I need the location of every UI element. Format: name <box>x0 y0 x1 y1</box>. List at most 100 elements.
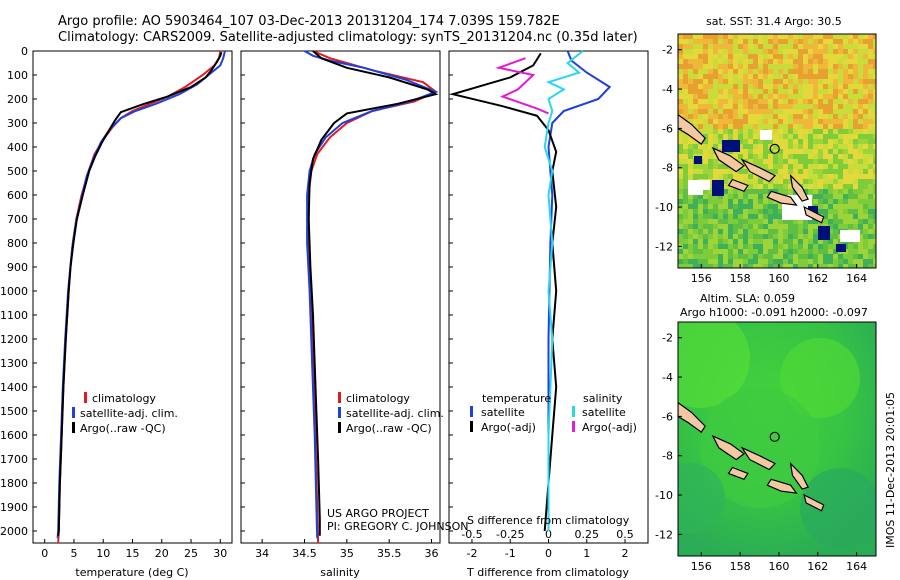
sst-cell <box>853 189 858 194</box>
sst-cell <box>773 44 778 49</box>
series-s-argo-adj- <box>495 57 549 115</box>
sst-cell <box>778 79 783 84</box>
legend-swatch-climatology <box>338 392 341 403</box>
sst-cell <box>818 74 823 79</box>
sst-cell <box>693 199 698 204</box>
sst-cell <box>828 209 833 214</box>
sst-cell <box>698 119 703 124</box>
sst-cell <box>763 204 768 209</box>
sst-cell <box>713 234 718 239</box>
sst-cell <box>693 194 698 199</box>
sst-cell <box>838 159 843 164</box>
sst-cell <box>713 54 718 59</box>
sst-cell <box>688 219 693 224</box>
sst-cell <box>843 114 848 119</box>
sst-cell <box>688 224 693 229</box>
sst-cell <box>868 254 873 259</box>
sst-cell <box>768 139 773 144</box>
sst-cell <box>738 39 743 44</box>
sst-cell <box>698 44 703 49</box>
depth-tick-label: 800 <box>7 237 28 250</box>
sst-cell <box>793 49 798 54</box>
sst-cell <box>868 214 873 219</box>
sst-cell <box>873 74 876 79</box>
sla-map: 156 158 160 162 164-2-4-6-8-10-12 <box>655 321 877 573</box>
sst-cell <box>803 69 808 74</box>
sst-cell <box>783 139 788 144</box>
sst-cell <box>783 39 788 44</box>
sst-cell <box>723 124 728 129</box>
sst-cell <box>788 154 793 159</box>
sst-cell <box>703 259 708 264</box>
sst-cell <box>833 189 838 194</box>
sst-cell <box>748 184 753 189</box>
sst-cell <box>778 154 783 159</box>
sst-cell <box>753 189 758 194</box>
sst-cell <box>733 249 738 254</box>
sst-cell <box>713 109 718 114</box>
sst-cell <box>868 89 873 94</box>
sst-cell <box>773 244 778 249</box>
sst-cell <box>728 249 733 254</box>
sst-cell <box>698 249 703 254</box>
island <box>678 401 706 433</box>
sst-cell <box>743 109 748 114</box>
sst-cell <box>773 139 778 144</box>
sst-cell <box>728 74 733 79</box>
legend-swatch-satellite <box>338 407 341 418</box>
sst-cell <box>808 119 813 124</box>
sst-cell <box>873 194 876 199</box>
sst-cell <box>778 89 783 94</box>
sst-cell <box>873 89 876 94</box>
sst-cell <box>738 179 743 184</box>
sst-cell <box>823 154 828 159</box>
sst-cell <box>798 74 803 79</box>
sst-cell <box>738 194 743 199</box>
sst-cell <box>868 259 873 264</box>
sst-cell <box>853 199 858 204</box>
sst-cell <box>738 254 743 259</box>
sst-cell <box>798 99 803 104</box>
sst-cell <box>678 144 683 149</box>
salinity-legend: climatology satellite-adj. clim. Argo(..… <box>338 392 444 435</box>
sst-cell <box>823 144 828 149</box>
sst-cell <box>853 244 858 249</box>
sst-cell <box>863 119 868 124</box>
sst-cell <box>753 209 758 214</box>
sst-cell <box>818 164 823 169</box>
sst-cell <box>818 39 823 44</box>
sst-cell <box>813 149 818 154</box>
sst-cell <box>678 49 683 54</box>
sst-cell <box>688 249 693 254</box>
sst-cell <box>703 254 708 259</box>
sst-cell <box>793 59 798 64</box>
sst-cell <box>718 59 723 64</box>
x-tick-label: 35.5 <box>377 547 402 560</box>
sst-cell <box>748 89 753 94</box>
sst-cell <box>678 154 683 159</box>
sst-cell <box>818 139 823 144</box>
sst-cell <box>678 219 683 224</box>
sst-cell <box>733 49 738 54</box>
sst-cell <box>783 89 788 94</box>
sst-cell <box>798 144 803 149</box>
sst-cell <box>853 74 858 79</box>
sst-cell <box>823 34 828 39</box>
sst-cell <box>748 219 753 224</box>
sst-cell <box>833 249 838 254</box>
sst-cell <box>688 109 693 114</box>
sst-cell <box>868 224 873 229</box>
sst-cell <box>793 254 798 259</box>
sst-cell <box>768 114 773 119</box>
sst-cell <box>708 119 713 124</box>
sst-cell <box>813 79 818 84</box>
sst-cell <box>688 259 693 264</box>
sst-cell <box>683 89 688 94</box>
sst-cell <box>718 134 723 139</box>
sst-cell <box>828 214 833 219</box>
sst-cell <box>783 224 788 229</box>
sst-cell <box>758 69 763 74</box>
sst-cell <box>678 59 683 64</box>
sst-cell <box>778 189 783 194</box>
depth-tick-label: 1300 <box>0 357 28 370</box>
